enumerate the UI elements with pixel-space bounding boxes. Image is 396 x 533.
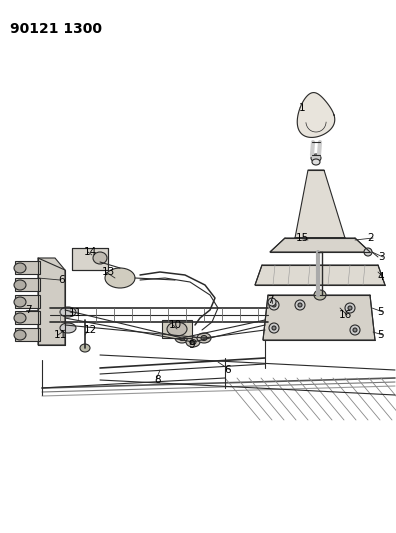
Text: 13: 13 xyxy=(101,267,114,277)
Ellipse shape xyxy=(348,306,352,310)
Polygon shape xyxy=(297,93,335,138)
Text: 1: 1 xyxy=(299,103,305,113)
Text: 12: 12 xyxy=(84,325,97,335)
Text: 11: 11 xyxy=(53,330,67,340)
Ellipse shape xyxy=(345,303,355,313)
Ellipse shape xyxy=(268,298,276,306)
Ellipse shape xyxy=(190,340,196,344)
Ellipse shape xyxy=(314,290,326,300)
Ellipse shape xyxy=(179,335,185,341)
Text: 90121 1300: 90121 1300 xyxy=(10,22,102,36)
Ellipse shape xyxy=(80,344,90,352)
Ellipse shape xyxy=(14,263,26,273)
Ellipse shape xyxy=(60,307,76,317)
Ellipse shape xyxy=(197,333,211,343)
Ellipse shape xyxy=(298,303,302,307)
Text: 10: 10 xyxy=(168,320,181,330)
Text: 7: 7 xyxy=(267,295,273,305)
Text: 15: 15 xyxy=(295,233,308,243)
Text: 8: 8 xyxy=(155,375,161,385)
Bar xyxy=(15,278,40,291)
Polygon shape xyxy=(263,295,375,340)
Polygon shape xyxy=(270,238,370,252)
Bar xyxy=(162,320,192,338)
Text: 3: 3 xyxy=(378,252,384,262)
Ellipse shape xyxy=(201,335,207,341)
Polygon shape xyxy=(255,265,385,285)
Ellipse shape xyxy=(14,297,26,307)
Polygon shape xyxy=(72,248,108,270)
Text: 6: 6 xyxy=(59,275,65,285)
Bar xyxy=(15,311,40,324)
Text: 2: 2 xyxy=(368,233,374,243)
Ellipse shape xyxy=(350,325,360,335)
Text: 9: 9 xyxy=(188,340,195,350)
Ellipse shape xyxy=(269,300,279,310)
Ellipse shape xyxy=(105,268,135,288)
Ellipse shape xyxy=(353,328,357,332)
Polygon shape xyxy=(295,170,345,238)
Ellipse shape xyxy=(311,154,321,162)
Polygon shape xyxy=(38,258,65,345)
Text: 5: 5 xyxy=(378,330,384,340)
Text: 4: 4 xyxy=(378,272,384,282)
Ellipse shape xyxy=(364,248,372,256)
Bar xyxy=(15,295,40,308)
Ellipse shape xyxy=(93,252,107,264)
Ellipse shape xyxy=(14,330,26,340)
Ellipse shape xyxy=(60,323,76,333)
Ellipse shape xyxy=(14,280,26,290)
Ellipse shape xyxy=(269,323,279,333)
Ellipse shape xyxy=(186,337,200,347)
Ellipse shape xyxy=(167,322,187,336)
Ellipse shape xyxy=(312,159,320,165)
Text: 6: 6 xyxy=(225,365,231,375)
Ellipse shape xyxy=(295,300,305,310)
Text: 14: 14 xyxy=(84,247,97,257)
Bar xyxy=(15,261,40,274)
Ellipse shape xyxy=(14,313,26,323)
Bar xyxy=(15,328,40,341)
Ellipse shape xyxy=(272,303,276,307)
Text: 16: 16 xyxy=(338,310,352,320)
Ellipse shape xyxy=(175,333,189,343)
Text: 5: 5 xyxy=(378,307,384,317)
Text: 11: 11 xyxy=(69,308,82,318)
Text: 7: 7 xyxy=(25,305,31,315)
Ellipse shape xyxy=(272,326,276,330)
